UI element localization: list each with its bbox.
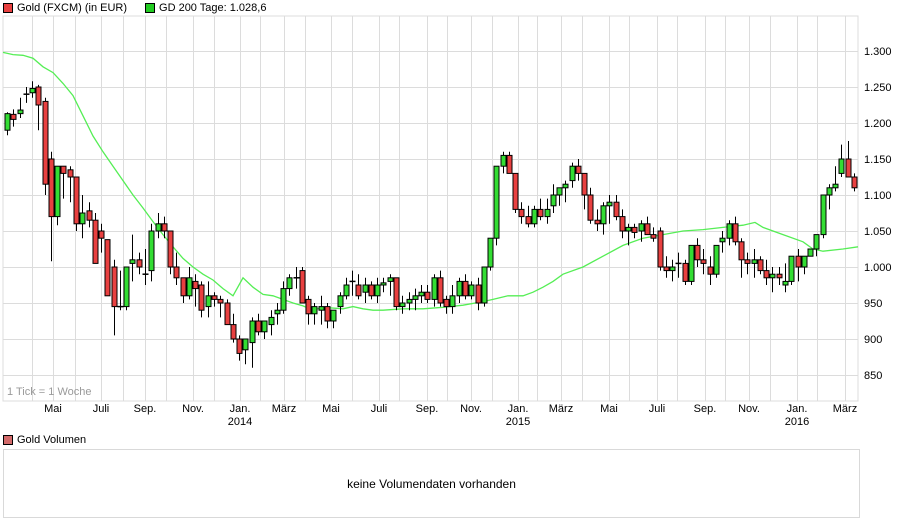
y-tick-label: 1.050 (864, 226, 892, 238)
x-tick-label: Mai (600, 403, 618, 415)
y-tick-label: 1.100 (864, 190, 892, 202)
x-tick-label: Sep. (134, 403, 157, 415)
y-axis: 850 900 950 1.000 1.050 1.100 1.150 1.200 1.250 1… (864, 46, 892, 382)
x-tick-year-label: 2014 (228, 416, 252, 428)
volume-panel: keine Volumendaten vorhanden (3, 449, 860, 518)
x-tick-year-label: 2016 (785, 416, 809, 428)
x-tick-label: Juli (93, 403, 110, 415)
x-tick-year-label: 2015 (506, 416, 530, 428)
x-tick-label: Nov. (460, 403, 482, 415)
x-tick-label: Sep. (694, 403, 717, 415)
y-tick-label: 1.300 (864, 46, 892, 58)
x-tick-label: März (549, 403, 573, 415)
x-tick-label: März (272, 403, 296, 415)
y-tick-label: 1.150 (864, 154, 892, 166)
x-tick-label: Juli (371, 403, 388, 415)
x-tick-label: Sep. (416, 403, 439, 415)
x-tick-label: Nov. (738, 403, 760, 415)
legend-label-gold: Gold (FXCM) (in EUR) (17, 2, 128, 14)
y-tick-label: 950 (864, 298, 882, 310)
legend-item-gd200: GD 200 Tage: 1.028,6 (145, 2, 266, 14)
moving-average-line (2, 51, 859, 311)
x-tick-label: Mai (44, 403, 62, 415)
legend-swatch-gold (3, 3, 13, 13)
y-tick-label: 900 (864, 334, 882, 346)
volume-empty-message: keine Volumendaten vorhanden (347, 476, 516, 491)
candlesticks (4, 81, 858, 368)
x-tick-label: Jan. (787, 403, 808, 415)
x-tick-label: Jan. (230, 403, 251, 415)
x-tick-label: Jan. (508, 403, 529, 415)
chart-grid (2, 15, 859, 402)
chart-legend: Gold (FXCM) (in EUR) GD 200 Tage: 1.028,… (3, 2, 266, 14)
x-tick-label: Juli (649, 403, 666, 415)
legend-item-gold: Gold (FXCM) (in EUR) (3, 2, 127, 14)
y-tick-label: 1.000 (864, 262, 892, 274)
legend-label-volume: Gold Volumen (17, 434, 87, 446)
y-tick-label: 1.250 (864, 82, 892, 94)
x-tick-label: Nov. (182, 403, 204, 415)
legend-label-gd200: GD 200 Tage: 1.028,6 (159, 2, 267, 14)
x-tick-label: Mai (322, 403, 340, 415)
price-chart: 850 900 950 1.000 1.050 1.100 1.150 1.200 1.250 1… (2, 15, 892, 428)
tick-interval-note: 1 Tick = 1 Woche (7, 386, 92, 398)
x-tick-label: März (833, 403, 857, 415)
y-tick-label: 850 (864, 370, 882, 382)
legend-swatch-volume (3, 435, 13, 445)
legend-swatch-gd200 (145, 3, 156, 13)
volume-legend: Gold Volumen (3, 434, 86, 446)
y-tick-label: 1.200 (864, 118, 892, 130)
